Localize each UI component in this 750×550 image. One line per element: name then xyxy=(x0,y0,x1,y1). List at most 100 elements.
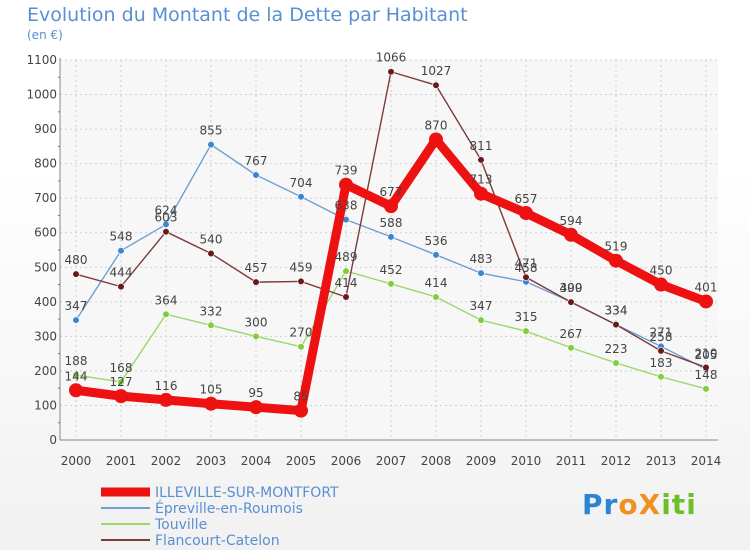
data-point xyxy=(702,385,710,393)
logo-letter: P xyxy=(582,488,604,521)
data-label: 480 xyxy=(65,253,88,267)
data-point xyxy=(297,343,305,351)
data-point xyxy=(612,359,620,367)
data-label: 1027 xyxy=(421,64,452,78)
data-point xyxy=(72,371,80,379)
data-label: 457 xyxy=(245,261,268,275)
data-point xyxy=(477,316,485,324)
logo-letter: r xyxy=(603,488,619,521)
chart-title: Evolution du Montant de la Dette par Hab… xyxy=(27,4,468,26)
data-label: 127 xyxy=(110,375,133,389)
data-label: 315 xyxy=(515,310,538,324)
data-label: 624 xyxy=(155,203,178,217)
data-point xyxy=(429,132,443,147)
data-label: 519 xyxy=(605,240,628,254)
data-point xyxy=(609,253,623,268)
data-label: 450 xyxy=(650,264,673,278)
data-label: 223 xyxy=(605,342,628,356)
x-tick-label: 2014 xyxy=(691,454,722,468)
x-tick-label: 2001 xyxy=(106,454,137,468)
data-label: 855 xyxy=(200,124,223,138)
data-label: 471 xyxy=(515,256,538,270)
data-point xyxy=(477,269,485,277)
data-point xyxy=(564,227,578,242)
data-point xyxy=(117,378,125,386)
y-tick-label: 1000 xyxy=(26,88,57,102)
data-label: 364 xyxy=(155,293,178,307)
data-point xyxy=(432,251,440,259)
data-label: 334 xyxy=(605,304,628,318)
data-point xyxy=(207,321,215,329)
data-point xyxy=(384,199,398,214)
x-tick-label: 2003 xyxy=(196,454,227,468)
logo-letter: o xyxy=(618,488,639,521)
data-point xyxy=(477,156,485,164)
data-label: 258 xyxy=(650,330,673,344)
logo-letter: t xyxy=(671,488,687,521)
data-label: 183 xyxy=(650,356,673,370)
data-point xyxy=(387,280,395,288)
y-tick-label: 100 xyxy=(34,398,57,412)
y-tick-label: 200 xyxy=(34,364,57,378)
data-label: 267 xyxy=(560,327,583,341)
data-point xyxy=(72,316,80,324)
data-label: 594 xyxy=(560,214,583,228)
data-label: 588 xyxy=(380,216,403,230)
data-label: 713 xyxy=(470,173,493,187)
data-label: 400 xyxy=(560,281,583,295)
data-label: 188 xyxy=(65,354,88,368)
data-label: 657 xyxy=(515,192,538,206)
x-tick-label: 2010 xyxy=(511,454,542,468)
data-point xyxy=(432,293,440,301)
y-tick-label: 0 xyxy=(49,433,57,447)
data-label: 489 xyxy=(335,250,358,264)
data-label: 739 xyxy=(335,164,358,178)
data-label: 638 xyxy=(335,199,358,213)
y-tick-label: 500 xyxy=(34,260,57,274)
data-label: 399 xyxy=(560,281,583,295)
data-point xyxy=(72,270,80,278)
x-tick-label: 2009 xyxy=(466,454,497,468)
data-point xyxy=(294,403,308,418)
data-label: 332 xyxy=(200,304,223,318)
data-point xyxy=(387,68,395,76)
data-label: 704 xyxy=(290,176,313,190)
logo-letter: i xyxy=(686,488,697,521)
data-label: 210 xyxy=(695,346,718,360)
data-label: 677 xyxy=(380,185,403,199)
data-point xyxy=(117,247,125,255)
data-point xyxy=(522,273,530,281)
data-label: 414 xyxy=(335,276,358,290)
y-tick-label: 1100 xyxy=(26,53,57,67)
data-point xyxy=(342,293,350,301)
proxiti-logo: ProXiti xyxy=(582,488,697,521)
data-label: 483 xyxy=(470,252,493,266)
data-label: 168 xyxy=(110,361,133,375)
legend-label-2: Touville xyxy=(154,517,207,533)
logo-letter: X xyxy=(638,488,662,521)
data-point xyxy=(657,347,665,355)
data-label: 116 xyxy=(155,379,178,393)
data-point xyxy=(249,400,263,415)
data-label: 148 xyxy=(695,368,718,382)
data-point xyxy=(432,81,440,89)
data-point xyxy=(204,396,218,411)
x-tick-label: 2011 xyxy=(556,454,587,468)
data-point xyxy=(699,294,713,309)
data-point xyxy=(342,267,350,275)
data-label: 452 xyxy=(380,263,403,277)
data-label: 300 xyxy=(245,315,268,329)
data-point xyxy=(567,344,575,352)
data-point xyxy=(207,249,215,258)
legend-label-3: Flancourt-Catelon xyxy=(155,533,280,549)
data-label: 401 xyxy=(695,280,718,294)
logo-letter: i xyxy=(661,488,672,521)
legend-label-0: ILLEVILLE-SUR-MONTFORT xyxy=(155,485,339,501)
x-tick-label: 2005 xyxy=(286,454,317,468)
data-point xyxy=(252,278,260,286)
data-point xyxy=(252,171,260,179)
data-label: 459 xyxy=(290,260,313,274)
data-label: 95 xyxy=(248,386,263,400)
